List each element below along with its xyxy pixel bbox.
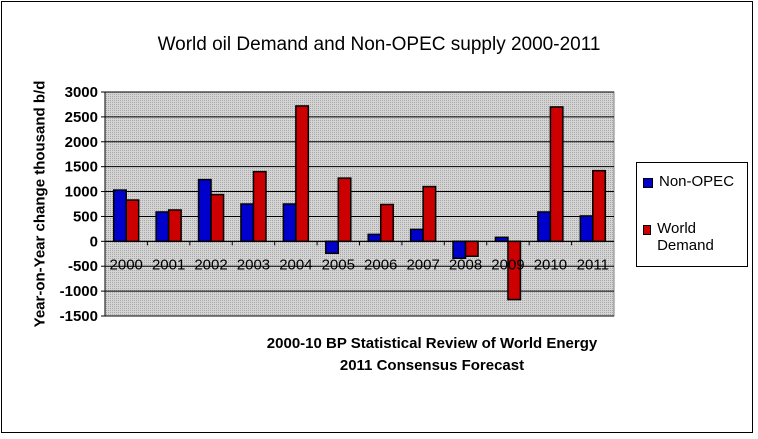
bar-world-demand-2006 — [379, 203, 394, 243]
plot-area — [104, 91, 615, 317]
x-tick-label: 2004 — [279, 256, 312, 273]
bar-world-demand-2010 — [549, 106, 564, 243]
bar-world-demand-2001 — [167, 209, 182, 243]
bar-non-opec-2002 — [197, 178, 212, 243]
source-note: 2000-10 BP Statistical Review of World E… — [266, 335, 598, 352]
bar-world-demand-2011 — [592, 169, 607, 243]
bar-non-opec-2010 — [537, 211, 552, 243]
bar-non-opec-2000 — [112, 189, 127, 243]
legend-swatch — [643, 178, 653, 188]
legend-label: Non-OPEC — [659, 173, 735, 190]
bar-world-demand-2008 — [464, 240, 479, 258]
y-tick-label: 2500 — [65, 109, 98, 126]
x-tick-label: 2001 — [152, 256, 185, 273]
legend: Non-OPEC World Demand — [636, 162, 748, 267]
bar-non-opec-2006 — [367, 233, 382, 243]
x-tick-label: 2007 — [406, 256, 439, 273]
bar-world-demand-2007 — [422, 185, 437, 243]
y-tick-label: 500 — [73, 208, 98, 225]
legend-item-world-demand: World Demand — [643, 220, 733, 254]
x-tick-label: 2010 — [534, 256, 567, 273]
x-tick-label: 2003 — [237, 256, 270, 273]
x-tick-label: 2008 — [449, 256, 482, 273]
x-tick-label: 2011 — [577, 256, 609, 273]
bar-world-demand-2003 — [252, 170, 267, 243]
x-tick-label: 2009 — [491, 256, 524, 273]
bar-world-demand-2005 — [337, 177, 352, 243]
bar-non-opec-2007 — [409, 228, 424, 243]
y-tick-label: 0 — [90, 233, 98, 250]
y-tick-label: 1500 — [65, 159, 98, 176]
legend-swatch — [643, 225, 652, 235]
bar-non-opec-2001 — [155, 211, 170, 243]
bar-world-demand-2009 — [507, 240, 522, 301]
y-tick-label: 1000 — [65, 184, 98, 201]
x-tick-label: 2002 — [194, 256, 227, 273]
y-tick-label: -1000 — [60, 283, 98, 300]
x-tick-label: 2006 — [364, 256, 397, 273]
legend-label: World Demand — [657, 220, 714, 254]
bar-non-opec-2005 — [325, 240, 340, 255]
x-tick-label: 2000 — [110, 256, 143, 273]
y-tick-label: 2000 — [65, 134, 98, 151]
y-tick-label: 3000 — [65, 84, 98, 101]
bar-world-demand-2004 — [295, 105, 310, 243]
y-tick-label: -500 — [68, 258, 98, 275]
legend-item-non-opec: Non-OPEC — [643, 173, 734, 190]
bar-non-opec-2009 — [494, 236, 509, 243]
forecast-note: 2011 Consensus Forecast — [339, 357, 525, 374]
bar-non-opec-2003 — [240, 203, 255, 243]
x-tick-label: 2005 — [322, 256, 355, 273]
y-tick-label: -1500 — [60, 308, 98, 325]
bar-non-opec-2004 — [282, 203, 297, 243]
bar-non-opec-2011 — [579, 215, 594, 243]
bar-world-demand-2000 — [125, 199, 140, 243]
bar-world-demand-2002 — [210, 193, 225, 243]
chart-title: World oil Demand and Non-OPEC supply 200… — [157, 34, 601, 55]
